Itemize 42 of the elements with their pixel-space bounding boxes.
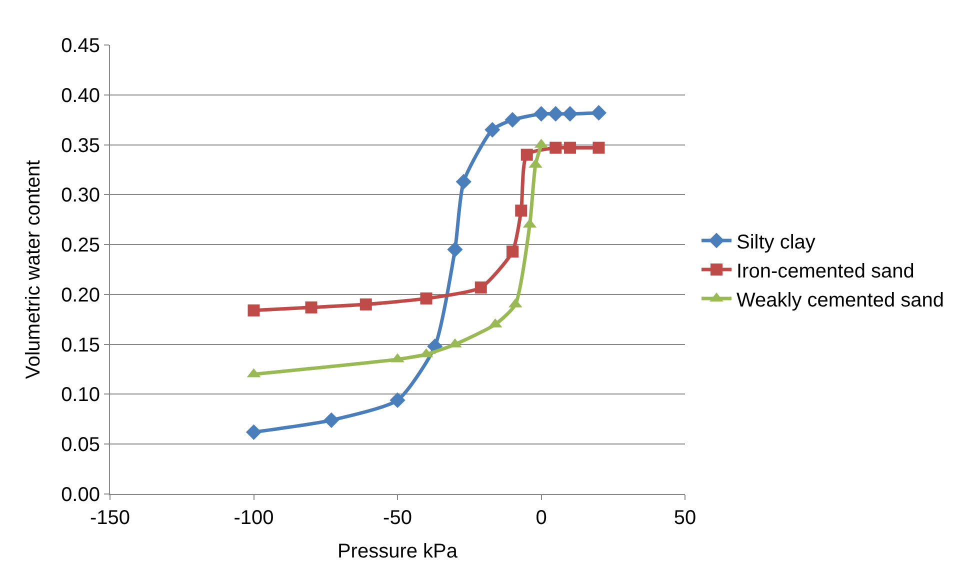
legend-label: Iron-cemented sand bbox=[736, 260, 914, 282]
point bbox=[520, 148, 533, 161]
y-tick-label: 0.00 bbox=[61, 484, 100, 506]
y-tick-label: 0.15 bbox=[61, 334, 100, 356]
x-tick-label: 0 bbox=[536, 507, 547, 529]
y-tick-label: 0.40 bbox=[61, 84, 100, 107]
point bbox=[305, 301, 318, 314]
point bbox=[246, 424, 262, 440]
point bbox=[562, 106, 578, 122]
legend-label: Weakly cemented sand bbox=[736, 289, 944, 312]
x-tick-label: 50 bbox=[674, 507, 696, 529]
y-tick-label: 0.10 bbox=[61, 384, 100, 406]
y-tick-label: 0.05 bbox=[61, 434, 100, 456]
y-tick-label: 0.30 bbox=[61, 184, 100, 207]
point bbox=[456, 174, 472, 190]
y-tick-label: 0.25 bbox=[61, 234, 100, 257]
point bbox=[360, 298, 372, 310]
y-axis-title: Volumetric water content bbox=[22, 160, 45, 379]
point bbox=[390, 392, 406, 408]
point bbox=[550, 142, 562, 154]
point bbox=[548, 106, 564, 122]
point bbox=[484, 122, 500, 138]
x-tick-label: -100 bbox=[234, 507, 274, 529]
x-tick-label: -50 bbox=[383, 507, 412, 529]
point bbox=[506, 246, 518, 258]
point bbox=[324, 412, 340, 428]
point bbox=[248, 304, 260, 316]
point bbox=[474, 281, 487, 294]
point bbox=[504, 112, 520, 128]
y-tick-label: 0.45 bbox=[61, 35, 100, 57]
point bbox=[590, 105, 607, 121]
y-tick-label: 0.20 bbox=[61, 284, 100, 306]
x-axis-title: Pressure kPa bbox=[337, 540, 458, 562]
point bbox=[447, 242, 463, 258]
point bbox=[515, 204, 528, 217]
y-tick-label: 0.35 bbox=[61, 134, 100, 157]
point bbox=[564, 142, 576, 154]
point bbox=[533, 106, 550, 122]
legend-label: Silty clay bbox=[736, 231, 816, 254]
x-tick-label: -150 bbox=[90, 507, 130, 529]
point bbox=[420, 292, 432, 304]
point bbox=[592, 142, 605, 154]
